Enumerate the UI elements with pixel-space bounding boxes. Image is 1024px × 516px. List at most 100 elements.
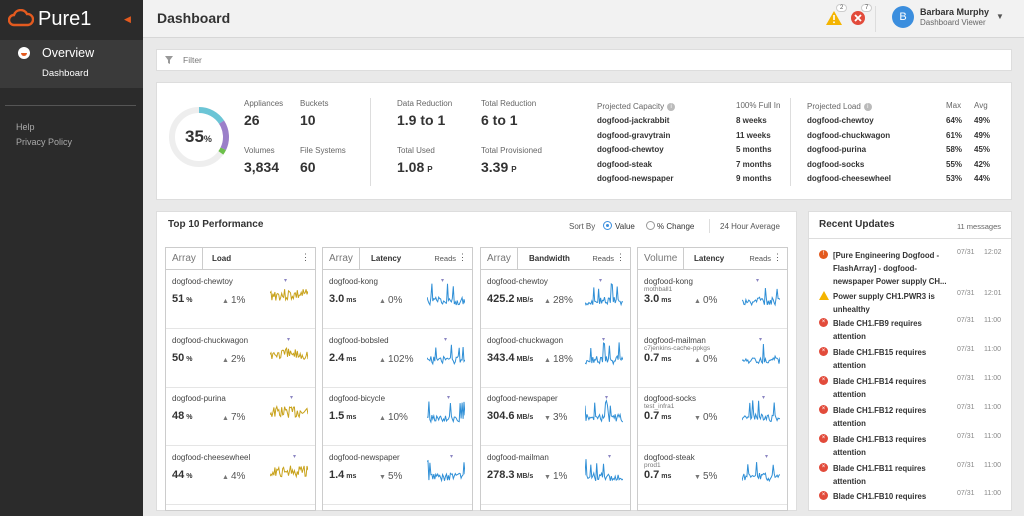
sort-value-radio[interactable] (603, 221, 612, 230)
performance-row[interactable]: dogfood-newspaper 304.6 MB/s ▼ 3% (481, 388, 630, 446)
projected-capacity-value: 5 months (736, 145, 772, 154)
peak-marker-icon (762, 396, 765, 399)
update-time: 11:00 (984, 433, 1001, 440)
volumes-value: 3,834 (244, 159, 280, 175)
filter-bar[interactable]: Filter (156, 49, 1012, 71)
performance-row[interactable]: dogfood-socks test_infra1 0.7 ms ▼ 0% (638, 388, 787, 446)
performance-row[interactable]: dogfood-newspaper 1.4 ms ▼ 5% (323, 447, 472, 505)
avatar[interactable]: B (892, 6, 914, 28)
row-value-unit: % (186, 297, 193, 304)
column-metric[interactable]: Load (212, 254, 232, 263)
nav-overview[interactable]: Overview (18, 46, 94, 60)
projected-load-max: 64% (946, 116, 963, 125)
row-value-unit: MB/s (516, 297, 534, 304)
column-kind[interactable]: Array (323, 248, 360, 269)
performance-row[interactable]: dogfood-mailman c7jenkins-cache-ppkgs 0.7 m… (638, 330, 787, 388)
row-change: ▲ 1% (222, 295, 245, 306)
row-name: dogfood-bicycle (329, 394, 386, 403)
performance-row[interactable]: dogfood-chewtoy 425.2 MB/s ▲ 28% (481, 271, 630, 329)
row-name: dogfood-chuckwagon (172, 335, 249, 345)
info-icon[interactable]: i (667, 103, 676, 111)
help-link[interactable]: Help (16, 122, 35, 132)
column-metric[interactable]: Latency (694, 254, 725, 263)
error-icon: × (819, 347, 828, 356)
row-name: dogfood-socks (644, 394, 697, 403)
performance-row[interactable]: dogfood-bicycle 1.5 ms ▲ 10% (323, 388, 472, 446)
row-value-unit: MB/s (516, 355, 534, 363)
performance-row[interactable]: dogfood-chuckwagon 50% ▲ 2% (166, 330, 315, 388)
performance-row[interactable]: dogfood-cheesewheel 44% ▲ 4% (166, 447, 315, 505)
row-value: 2.4 ms (329, 352, 356, 364)
warning-alerts-button[interactable]: 2 (826, 4, 848, 30)
peak-marker-icon (759, 337, 762, 341)
performance-row[interactable]: dogfood-bobsled 2.4 ms ▲ 102% (323, 330, 472, 388)
appliances-value: 26 (244, 112, 260, 128)
performance-row[interactable]: dogfood-mailman 278.3 MB/s ▼ 1% (481, 447, 630, 505)
warning-count-badge: 2 (836, 4, 848, 12)
performance-row[interactable]: dogfood-kong 3.0 ms ▲ 0% (323, 271, 472, 329)
performance-row[interactable]: dogfood-steak prod1 0.7 ms ▼ 5% (638, 447, 787, 505)
warning-icon (826, 11, 842, 25)
column-metric[interactable]: Latency (371, 254, 402, 263)
column-sub: Reads (749, 254, 771, 263)
collapse-sidebar-icon[interactable]: ◀ (124, 14, 131, 24)
performance-row[interactable]: dogfood-chuckwagon 343.4 MB/s ▲ 18% (481, 330, 630, 388)
updates-title: Recent Updates (819, 219, 895, 230)
column-menu-icon[interactable]: ⋮ (301, 252, 310, 262)
time-range[interactable]: 24 Hour Average (720, 222, 780, 231)
nav-dashboard[interactable]: Dashboard (42, 68, 89, 79)
update-date: 07/31 (957, 433, 975, 440)
row-name: dogfood-chewtoy (487, 277, 548, 286)
peak-marker-icon (605, 396, 608, 399)
info-icon[interactable]: i (863, 103, 872, 111)
sparkline (427, 279, 465, 307)
change-direction-icon: ▼ (694, 473, 701, 481)
change-direction-icon: ▲ (379, 298, 386, 305)
user-menu-chevron-icon[interactable]: ▼ (996, 12, 1004, 21)
row-change: ▲ 10% (379, 412, 408, 423)
filter-input[interactable]: Filter (183, 55, 202, 65)
updates-divider (809, 238, 1011, 239)
row-name: dogfood-bobsled (329, 335, 389, 345)
column-kind[interactable]: Volume (638, 248, 685, 269)
row-value-number: 3.0 (644, 293, 660, 305)
sparkline (742, 454, 780, 482)
change-direction-icon: ▲ (544, 298, 551, 305)
error-icon (851, 11, 865, 25)
performance-row[interactable]: dogfood-kong mothball1 3.0 ms ▲ 0% (638, 271, 787, 329)
column-header: Array Load ⋮ (166, 248, 315, 270)
pure1-logo[interactable]: Pure1 (8, 7, 91, 31)
total-provisioned-label: Total Provisioned (481, 146, 542, 155)
column-kind[interactable]: Array (166, 248, 203, 269)
error-icon: × (819, 491, 828, 500)
projected-load-avg: 49% (974, 130, 991, 140)
row-name: dogfood-kong (644, 277, 693, 286)
update-date: 07/31 (957, 375, 975, 382)
performance-row[interactable]: dogfood-chewtoy 51% ▲ 1% (166, 271, 315, 329)
column-menu-icon[interactable]: ⋮ (616, 252, 625, 262)
user-name[interactable]: Barbara Murphy (920, 7, 990, 17)
update-time: 12:01 (984, 290, 1002, 297)
sparkline-series (427, 283, 465, 307)
row-value-number: 1.4 (329, 468, 345, 481)
change-direction-icon: ▲ (694, 356, 701, 364)
column-menu-icon[interactable]: ⋮ (773, 252, 782, 262)
change-value: 3% (552, 412, 568, 423)
row-sub: mothball1 (644, 286, 673, 293)
change-direction-icon: ▲ (379, 356, 386, 364)
sparkline-series (270, 404, 308, 419)
sort-change-radio[interactable] (646, 221, 655, 230)
sort-value-label[interactable]: Value (615, 222, 635, 231)
appliances-label: Appliances (244, 99, 284, 108)
column-kind[interactable]: Array (481, 248, 518, 269)
performance-row[interactable]: dogfood-purina 48% ▲ 7% (166, 388, 315, 446)
sparkline (585, 337, 623, 366)
sparkline-series (742, 400, 780, 422)
sort-change-label[interactable]: % Change (657, 222, 695, 231)
column-menu-icon[interactable]: ⋮ (458, 252, 467, 262)
column-metric[interactable]: Bandwidth (529, 254, 570, 263)
performance-column: Array Bandwidth Reads ⋮ dogfood-chewtoy 425.2… (480, 247, 631, 511)
privacy-link[interactable]: Privacy Policy (16, 137, 73, 147)
error-alerts-button[interactable]: 7 (851, 4, 873, 30)
peak-marker-icon (608, 454, 611, 458)
